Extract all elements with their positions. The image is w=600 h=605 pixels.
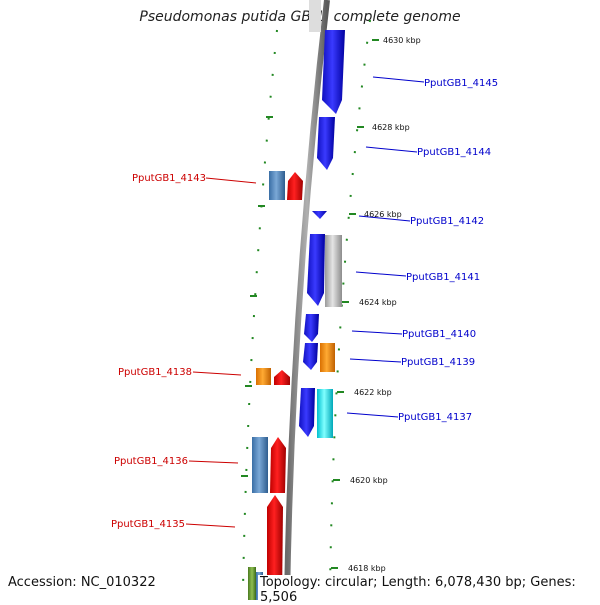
gene-arrow-pputgb1-4138[interactable] [274,370,290,385]
gene-label-pputgb1-4135[interactable]: PputGB1_4135 [111,519,185,530]
tick-label: 4626 kbp [364,210,402,219]
tick-label: 4618 kbp [348,564,386,573]
gene-label-pputgb1-4139[interactable]: PputGB1_4139 [401,357,475,368]
gene-arrow-pputgb1-4142[interactable] [312,211,327,219]
orf-feature-gray [309,0,321,32]
leader-lines-reverse [185,177,257,528]
inner-tick-ring [242,29,278,591]
gene-arrow-pputgb1-4141[interactable] [307,234,325,306]
gene-arrow-pputgb1-4135[interactable] [267,495,283,600]
orf-feature-olive [248,567,256,600]
gene-arrow-pputgb1-4137[interactable] [299,388,315,437]
tick-label: 4620 kbp [350,476,388,485]
orf-feature-steelblue [269,171,285,200]
gene-arrow-pputgb1-4139[interactable] [303,343,318,370]
gene-label-pputgb1-4141[interactable]: PputGB1_4141 [406,272,480,283]
orf-feature-orange [256,368,271,385]
gene-label-pputgb1-4145[interactable]: PputGB1_4145 [424,78,498,89]
gene-label-pputgb1-4136[interactable]: PputGB1_4136 [114,456,188,467]
tick-label: 4622 kbp [354,388,392,397]
orf-feature-cyan [317,389,333,438]
gene-arrow-pputgb1-4136[interactable] [270,437,286,493]
tick-label: 4630 kbp [383,36,421,45]
gene-label-pputgb1-4140[interactable]: PputGB1_4140 [402,329,476,340]
gene-label-pputgb1-4137[interactable]: PputGB1_4137 [398,412,472,423]
genome-backbone [284,0,330,600]
orf-feature-orange [320,343,335,372]
gene-label-pputgb1-4144[interactable]: PputGB1_4144 [417,147,491,158]
orf-feature-steelblue [252,437,268,493]
gene-arrow-pputgb1-4140[interactable] [304,314,319,342]
gene-label-pputgb1-4143[interactable]: PputGB1_4143 [132,173,206,184]
scale-ticks [241,39,379,569]
accession-label: Accession: NC_010322 [6,575,158,590]
gene-arrow-pputgb1-4144[interactable] [317,117,335,170]
tick-label: 4624 kbp [359,298,397,307]
gene-arrow-pputgb1-4143[interactable] [287,172,303,200]
orf-feature-gray [325,235,342,307]
topology-label: Topology: circular; Length: 6,078,430 bp… [258,575,600,605]
leader-lines-forward [346,76,425,418]
gene-arrow-pputgb1-4145[interactable] [322,30,345,114]
map-title: Pseudomonas putida GB-1, complete genome [139,9,461,25]
gene-label-pputgb1-4138[interactable]: PputGB1_4138 [118,367,192,378]
gene-label-pputgb1-4142[interactable]: PputGB1_4142 [410,216,484,227]
tick-label: 4628 kbp [372,123,410,132]
